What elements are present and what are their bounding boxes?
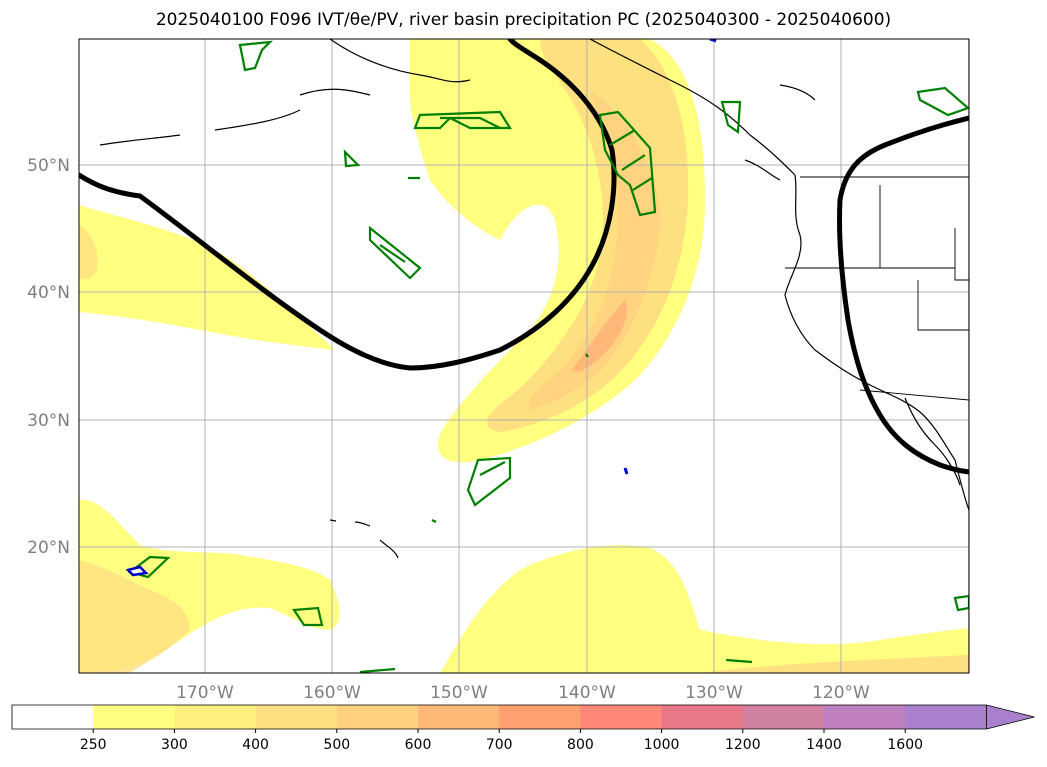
ivt-region-west-inner — [79, 225, 98, 280]
basin-7 — [720, 100, 742, 135]
colorbar-segment — [418, 705, 500, 729]
river-basin-outlines — [127, 40, 969, 673]
colorbar-segment — [742, 705, 825, 729]
island-coast — [744, 84, 816, 181]
ivt-region-ar-core — [572, 300, 628, 372]
basin-11 — [292, 606, 324, 627]
colorbar-tick-label: 300 — [161, 737, 188, 753]
colorbar-extend-arrow — [986, 704, 1035, 730]
colorbar-tick-label: 400 — [242, 737, 269, 753]
colorbar-tick-label: 1600 — [887, 737, 923, 753]
canada-coast — [589, 39, 796, 176]
colorbar-segment — [93, 705, 175, 729]
us-west-coast — [784, 174, 969, 511]
colorbar-segment — [824, 705, 906, 729]
basin-14 — [359, 667, 396, 673]
ivt-region-south-west-inner — [79, 560, 190, 673]
theta-contour-west — [79, 39, 617, 371]
ivt-region-south-east — [700, 655, 969, 673]
lat-label-40n: 40°N — [27, 283, 70, 303]
map-frame — [78, 38, 970, 674]
lat-label-50n: 50°N — [27, 156, 70, 176]
basin-1 — [238, 40, 273, 72]
lat-label-30n: 30°N — [27, 411, 70, 431]
colorbar-tick-label: 1200 — [725, 737, 761, 753]
basin-6 — [598, 110, 657, 217]
colorbar-segment — [336, 705, 419, 729]
colorbar-segment — [580, 705, 663, 729]
lon-label-120w: 120°W — [812, 683, 870, 703]
state-borders — [785, 185, 969, 401]
alaska-coast — [99, 39, 471, 146]
basin-9 — [466, 456, 512, 507]
colorbar-tick-label: 1000 — [644, 737, 680, 753]
basin-2 — [413, 110, 512, 130]
lon-label-130w: 130°W — [685, 683, 743, 703]
small-pv-feature — [623, 467, 629, 475]
ivt-region-west-outer — [79, 205, 335, 350]
ivt-region-ar-inner — [529, 90, 660, 410]
colorbar-segment — [499, 705, 581, 729]
colorbar-tick-label: 250 — [80, 737, 107, 753]
colorbar-segment — [12, 705, 94, 729]
coastlines — [99, 39, 969, 559]
basin-10 — [127, 555, 171, 579]
ivt-shading — [79, 39, 969, 673]
colorbar-tick-label: 700 — [486, 737, 513, 753]
lat-label-20n: 20°N — [27, 538, 70, 558]
map-area — [79, 39, 969, 673]
basin-5 — [368, 225, 422, 280]
lon-label-150w: 150°W — [430, 683, 488, 703]
map-title: 2025040100 F096 IVT/θe/PV, river basin p… — [155, 10, 892, 30]
ivt-region-ar-mid — [487, 39, 689, 432]
basin-13 — [953, 594, 969, 612]
political-borders — [785, 39, 969, 673]
lon-label-140w: 140°W — [558, 683, 616, 703]
colorbar-tick-label: 600 — [405, 737, 432, 753]
graticule — [79, 39, 969, 673]
theta-e-contours — [79, 39, 969, 475]
lon-label-160w: 160°W — [303, 683, 361, 703]
ivt-region-south-central — [440, 545, 969, 673]
basin-3 — [343, 149, 361, 168]
hawaii-coast — [329, 519, 399, 559]
colorbar-segment — [905, 705, 987, 729]
colorbar-segment — [174, 705, 257, 729]
colorbar-segment — [255, 705, 338, 729]
baja-coast — [904, 397, 961, 486]
colorbar: 250 300 400 500 600 700 800 1000 1200 1400 1600 — [11, 704, 1035, 753]
colorbar-tick-label: 500 — [323, 737, 350, 753]
basin-12 — [725, 658, 753, 664]
basin-dots — [431, 353, 589, 523]
basin-8 — [916, 86, 969, 117]
colorbar-tick-label: 800 — [567, 737, 594, 753]
colorbar-tick-label: 1400 — [806, 737, 842, 753]
colorbar-segment — [661, 705, 744, 729]
theta-contour-east — [836, 115, 969, 475]
lon-label-170w: 170°W — [176, 683, 234, 703]
pv-outline — [125, 565, 149, 577]
